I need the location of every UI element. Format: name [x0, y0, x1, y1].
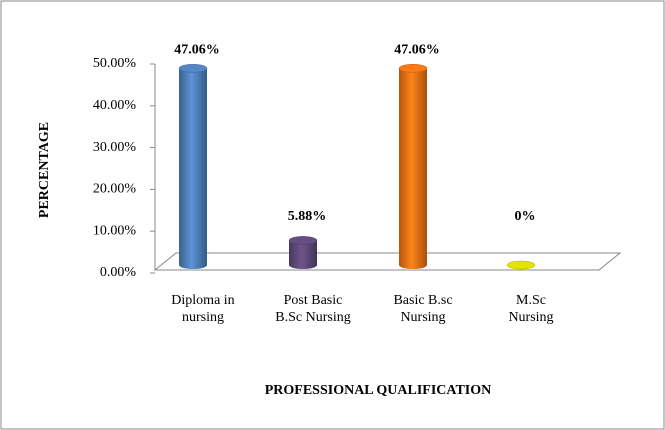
x-tick-label: Post Basic B.Sc Nursing [275, 293, 351, 325]
y-tick-label: 0.00% [100, 265, 137, 280]
y-tick-label: 30.00% [93, 140, 137, 155]
x-tick-label: Diploma in nursing [171, 293, 235, 325]
bar-top [398, 64, 428, 73]
x-tick-label: Basic B.sc Nursing [393, 293, 453, 325]
y-tick-label: 50.00% [93, 56, 137, 71]
value-label: 47.06% [174, 43, 220, 58]
y-tick-label: 10.00% [93, 223, 137, 238]
value-label: 47.06% [394, 43, 440, 58]
value-label: 5.88% [288, 209, 327, 224]
bar-top [178, 64, 208, 73]
bar [179, 68, 207, 269]
bar [289, 240, 317, 269]
bar [399, 68, 427, 269]
value-label: 0% [515, 209, 536, 224]
y-axis-title: PERCENTAGE [37, 122, 52, 218]
bar-top [506, 260, 536, 270]
floor [153, 252, 622, 271]
x-tick-label: M.Sc Nursing [508, 293, 554, 325]
bar-top [288, 236, 318, 245]
y-tick-label: 20.00% [93, 182, 137, 197]
x-axis-title: PROFESSIONAL QUALIFICATION [265, 383, 492, 398]
y-tick-label: 40.00% [93, 98, 137, 113]
